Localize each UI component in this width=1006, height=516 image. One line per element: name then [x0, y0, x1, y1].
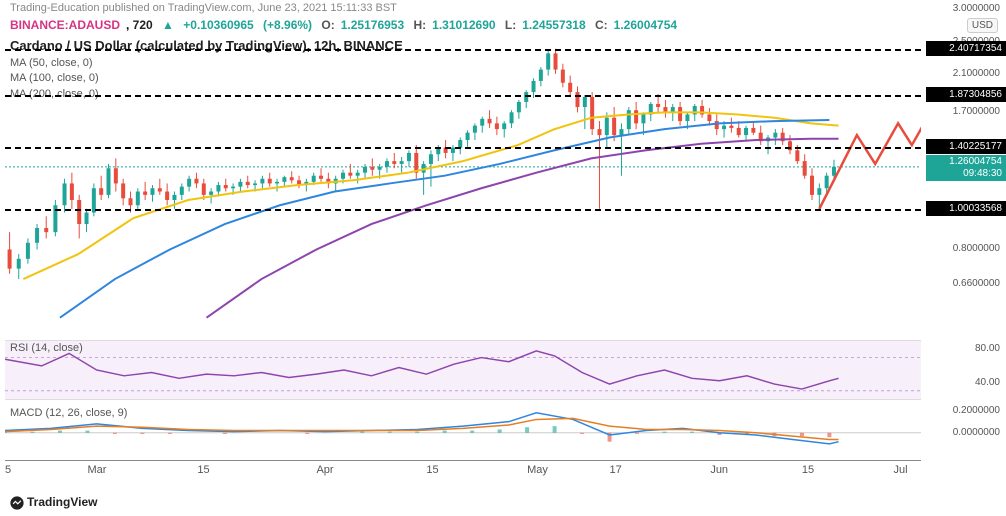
macd-axis: 0.0000000 0.2000000 — [924, 405, 1006, 455]
o-val: 1.25176953 — [341, 18, 404, 32]
change-pct: (+8.96%) — [263, 18, 312, 32]
price-axis: 0.66000000.80000001.00000001.26000001.70… — [924, 35, 1006, 335]
rsi-label[interactable]: RSI (14, close) — [10, 342, 83, 354]
price-tick: 0.6600000 — [953, 278, 1000, 289]
resistance-line[interactable] — [5, 95, 921, 97]
resistance-label: 1.40225177 — [926, 139, 1006, 154]
c-label: C: — [595, 18, 608, 32]
price-tick: 2.1000000 — [953, 68, 1000, 79]
h-label: H: — [414, 18, 427, 32]
rsi-axis: 40.00 80.00 — [924, 340, 1006, 400]
time-tick: Jul — [894, 464, 908, 476]
resistance-line[interactable] — [5, 147, 921, 149]
resistance-line[interactable] — [5, 49, 921, 51]
change-value: +0.10360965 — [183, 18, 253, 32]
interval: 720 — [133, 18, 153, 32]
macd-label[interactable]: MACD (12, 26, close, 9) — [10, 407, 127, 419]
change-arrow-icon: ▲ — [162, 18, 174, 32]
time-tick: Mar — [87, 464, 106, 476]
time-tick: Apr — [316, 464, 333, 476]
rsi-chart[interactable] — [5, 340, 921, 400]
publish-info: Trading-Education published on TradingVi… — [10, 2, 397, 14]
resistance-label: 2.40717354 — [926, 41, 1006, 56]
o-label: O: — [321, 18, 334, 32]
h-val: 1.31012690 — [432, 18, 495, 32]
macd-tick: 0.2000000 — [953, 405, 1000, 416]
logo-text: TradingView — [27, 495, 97, 509]
resistance-label: 1.87304856 — [926, 87, 1006, 102]
price-tick: 1.7000000 — [953, 106, 1000, 117]
rsi-tick: 40.00 — [975, 377, 1000, 388]
macd-chart[interactable] — [5, 405, 921, 455]
macd-tick: 0.0000000 — [953, 427, 1000, 438]
c-val: 1.26004754 — [614, 18, 677, 32]
price-tick: 0.8000000 — [953, 243, 1000, 254]
time-tick: 15 — [802, 464, 814, 476]
resistance-label: 1.00033568 — [926, 201, 1006, 216]
resistance-line[interactable] — [5, 209, 921, 211]
time-tick: 17 — [610, 464, 622, 476]
symbol[interactable]: BINANCE:ADAUSD — [10, 18, 120, 32]
rsi-tick: 80.00 — [975, 343, 1000, 354]
time-tick: Jun — [710, 464, 728, 476]
time-tick: 15 — [197, 464, 209, 476]
ticker-row: BINANCE:ADAUSD, 720 ▲ +0.10360965 (+8.96… — [10, 18, 683, 32]
l-val: 1.24557318 — [522, 18, 585, 32]
time-axis[interactable]: 5 Mar 15 Apr 15 May 17 Jun 15 Jul — [5, 460, 921, 480]
time-tick: 5 — [5, 464, 11, 476]
currency-badge[interactable]: USD — [967, 18, 998, 33]
tradingview-logo[interactable]: TradingView — [10, 495, 97, 510]
time-tick: May — [527, 464, 548, 476]
l-label: L: — [505, 18, 516, 32]
price-tick: 3.0000000 — [953, 3, 1000, 14]
price-chart[interactable] — [5, 35, 921, 335]
current-price-label: 1.2600475409:48:30 — [926, 155, 1006, 181]
time-tick: 15 — [426, 464, 438, 476]
